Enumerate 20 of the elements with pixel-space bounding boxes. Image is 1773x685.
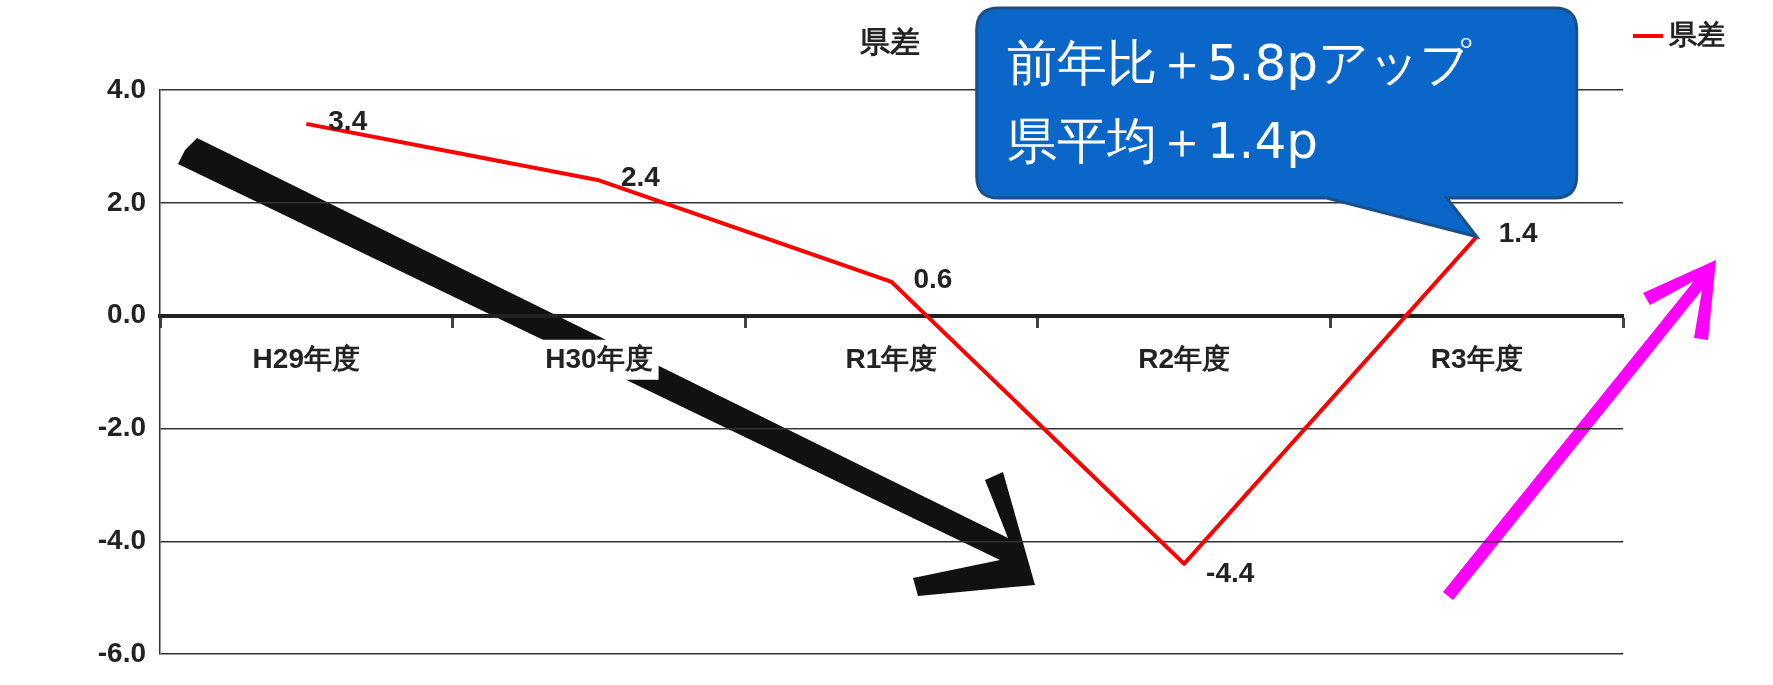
- x-tick-label: R3年度: [1430, 343, 1523, 375]
- data-label: 0.6: [913, 262, 953, 294]
- y-tick-label: 0.0: [107, 298, 146, 330]
- x-tick-label: R1年度: [845, 343, 938, 375]
- legend-label: 県差: [1668, 18, 1725, 50]
- x-tick-label: H29年度: [252, 343, 360, 375]
- data-label: 1.4: [1498, 217, 1539, 249]
- x-tick-label: H30年度: [545, 343, 653, 375]
- annotation: 前年比＋5.8pアップ: [1006, 33, 1471, 94]
- chart-title: 県差: [860, 23, 920, 61]
- y-tick-label: -6.0: [97, 636, 146, 668]
- annotation: 県平均＋1.4p: [1006, 111, 1319, 172]
- y-tick-label: 4.0: [107, 72, 146, 104]
- y-tick-label: 2.0: [107, 185, 146, 217]
- data-label: -4.4: [1206, 556, 1255, 588]
- data-label: 2.4: [620, 160, 661, 192]
- x-tick-label: R2年度: [1138, 343, 1230, 375]
- y-tick-label: -2.0: [97, 411, 146, 443]
- y-tick-label: -4.0: [97, 524, 146, 556]
- data-label: 3.4: [328, 104, 368, 136]
